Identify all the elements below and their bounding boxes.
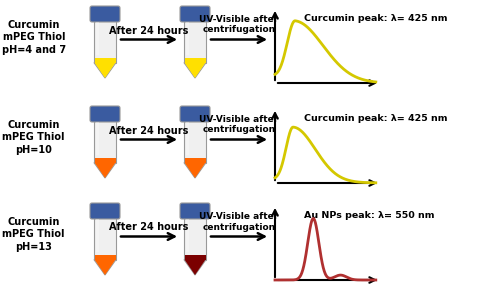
Polygon shape	[184, 63, 206, 78]
Text: UV-Visible after
centrifugation: UV-Visible after centrifugation	[200, 15, 278, 34]
Polygon shape	[94, 163, 116, 178]
FancyBboxPatch shape	[96, 22, 99, 55]
Text: Curcumin
mPEG Thiol
pH=4 and 7: Curcumin mPEG Thiol pH=4 and 7	[2, 20, 66, 55]
Text: UV-Visible after
centrifugation: UV-Visible after centrifugation	[200, 212, 278, 232]
FancyBboxPatch shape	[186, 219, 189, 252]
FancyBboxPatch shape	[184, 120, 206, 163]
Text: Curcumin
mPEG Thiol
pH=13: Curcumin mPEG Thiol pH=13	[2, 217, 64, 252]
Text: After 24 hours: After 24 hours	[110, 125, 188, 136]
FancyBboxPatch shape	[94, 217, 116, 260]
Text: After 24 hours: After 24 hours	[110, 222, 188, 233]
Polygon shape	[94, 260, 116, 275]
Text: Curcumin peak: λ= 425 nm: Curcumin peak: λ= 425 nm	[304, 114, 448, 123]
Polygon shape	[94, 163, 116, 178]
FancyBboxPatch shape	[90, 6, 120, 22]
Polygon shape	[94, 63, 116, 78]
FancyBboxPatch shape	[180, 106, 210, 122]
FancyBboxPatch shape	[90, 203, 120, 219]
FancyBboxPatch shape	[184, 217, 206, 260]
Polygon shape	[94, 260, 116, 275]
FancyBboxPatch shape	[186, 122, 189, 155]
FancyBboxPatch shape	[184, 58, 206, 63]
Polygon shape	[184, 63, 206, 78]
FancyBboxPatch shape	[96, 122, 99, 155]
FancyBboxPatch shape	[184, 255, 206, 260]
FancyBboxPatch shape	[184, 158, 206, 163]
Text: Au NPs peak: λ= 550 nm: Au NPs peak: λ= 550 nm	[304, 211, 435, 220]
Text: Curcumin peak: λ= 425 nm: Curcumin peak: λ= 425 nm	[304, 14, 448, 23]
Polygon shape	[184, 260, 206, 275]
FancyBboxPatch shape	[94, 20, 116, 63]
FancyBboxPatch shape	[180, 6, 210, 22]
FancyBboxPatch shape	[180, 203, 210, 219]
Text: Curcumin
mPEG Thiol
pH=10: Curcumin mPEG Thiol pH=10	[2, 120, 64, 155]
FancyBboxPatch shape	[186, 22, 189, 55]
Polygon shape	[184, 163, 206, 178]
FancyBboxPatch shape	[94, 255, 116, 260]
FancyBboxPatch shape	[184, 20, 206, 63]
FancyBboxPatch shape	[96, 219, 99, 252]
Text: UV-Visible after
centrifugation: UV-Visible after centrifugation	[200, 115, 278, 135]
FancyBboxPatch shape	[94, 120, 116, 163]
Polygon shape	[184, 260, 206, 275]
FancyBboxPatch shape	[90, 106, 120, 122]
Polygon shape	[94, 63, 116, 78]
FancyBboxPatch shape	[94, 58, 116, 63]
Polygon shape	[184, 163, 206, 178]
FancyBboxPatch shape	[94, 158, 116, 163]
Text: After 24 hours: After 24 hours	[110, 26, 188, 35]
